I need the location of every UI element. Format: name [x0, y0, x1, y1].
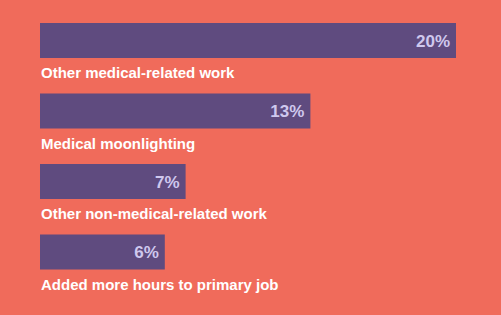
bar	[40, 23, 456, 58]
category-label: Medical moonlighting	[41, 135, 195, 152]
bar	[40, 164, 186, 199]
bar	[40, 235, 165, 270]
bar	[40, 94, 310, 129]
category-label: Added more hours to primary job	[41, 276, 279, 293]
labels: 20% Other medical-related work 13% Medical …	[41, 32, 450, 293]
bars	[40, 23, 456, 270]
data-label: 20%	[416, 32, 450, 51]
data-label: 6%	[134, 243, 159, 262]
data-label: 13%	[270, 102, 304, 121]
category-label: Other non-medical-related work	[41, 205, 268, 222]
category-label: Other medical-related work	[41, 64, 235, 81]
data-label: 7%	[155, 173, 180, 192]
chart: 20% Other medical-related work 13% Medical …	[0, 0, 501, 315]
